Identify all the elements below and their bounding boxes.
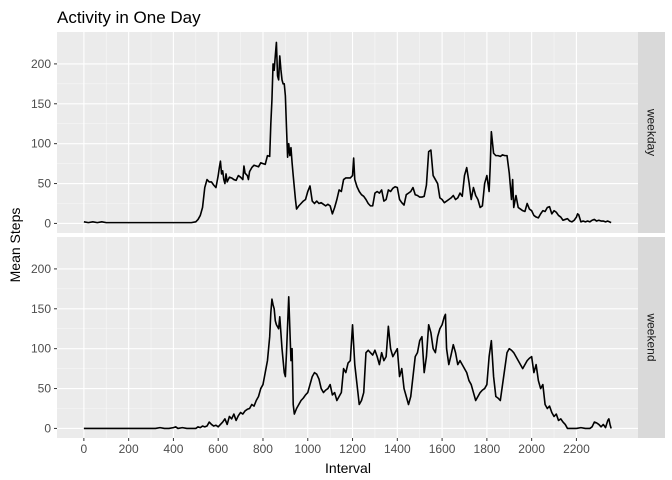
y-tick-label: 150 — [31, 97, 51, 111]
x-tick-label: 400 — [163, 442, 183, 456]
y-tick-label: 50 — [38, 177, 52, 191]
x-tick-label: 200 — [119, 442, 139, 456]
x-axis: 0 200 400 600 800 1000 1200 1400 1600 1800 2000 220… — [81, 438, 590, 456]
facet-panel-weekend: 0 50 100 150 200 weekend — [31, 237, 665, 438]
series-line-weekend — [83, 296, 612, 430]
y-tick-label: 0 — [44, 421, 51, 435]
y-tick-label: 100 — [31, 342, 51, 356]
y-tick-label: 50 — [38, 382, 52, 396]
x-tick-label: 1800 — [474, 442, 501, 456]
x-tick-label: 800 — [253, 442, 273, 456]
y-tick-label: 0 — [44, 216, 51, 230]
x-tick-label: 600 — [208, 442, 228, 456]
x-tick-label: 0 — [81, 442, 88, 456]
x-tick-label: 2200 — [563, 442, 590, 456]
x-tick-label: 1600 — [429, 442, 456, 456]
y-tick-label: 200 — [31, 57, 51, 71]
facet-strip-label: weekday — [645, 108, 659, 156]
facet-strip — [638, 32, 665, 233]
x-tick-label: 2000 — [518, 442, 545, 456]
y-tick-label: 200 — [31, 262, 51, 276]
facet-strip-label: weekend — [645, 312, 659, 361]
facet-panel-weekday: 0 50 100 150 200 weekday — [31, 32, 665, 233]
panel-background — [57, 237, 638, 438]
panel-background — [57, 32, 638, 233]
y-tick-label: 100 — [31, 137, 51, 151]
chart-title: Activity in One Day — [57, 8, 201, 27]
panels-layer: 0 50 100 150 200 weekday 0 50 100 150 200 weekend — [31, 32, 665, 438]
x-tick-label: 1200 — [339, 442, 366, 456]
y-tick-label: 150 — [31, 302, 51, 316]
y-axis-title: Mean Steps — [7, 208, 23, 283]
facet-strip — [638, 237, 665, 438]
series-line-weekday — [83, 41, 612, 224]
x-tick-label: 1400 — [384, 442, 411, 456]
x-tick-label: 1000 — [294, 442, 321, 456]
x-axis-title: Interval — [325, 460, 371, 476]
